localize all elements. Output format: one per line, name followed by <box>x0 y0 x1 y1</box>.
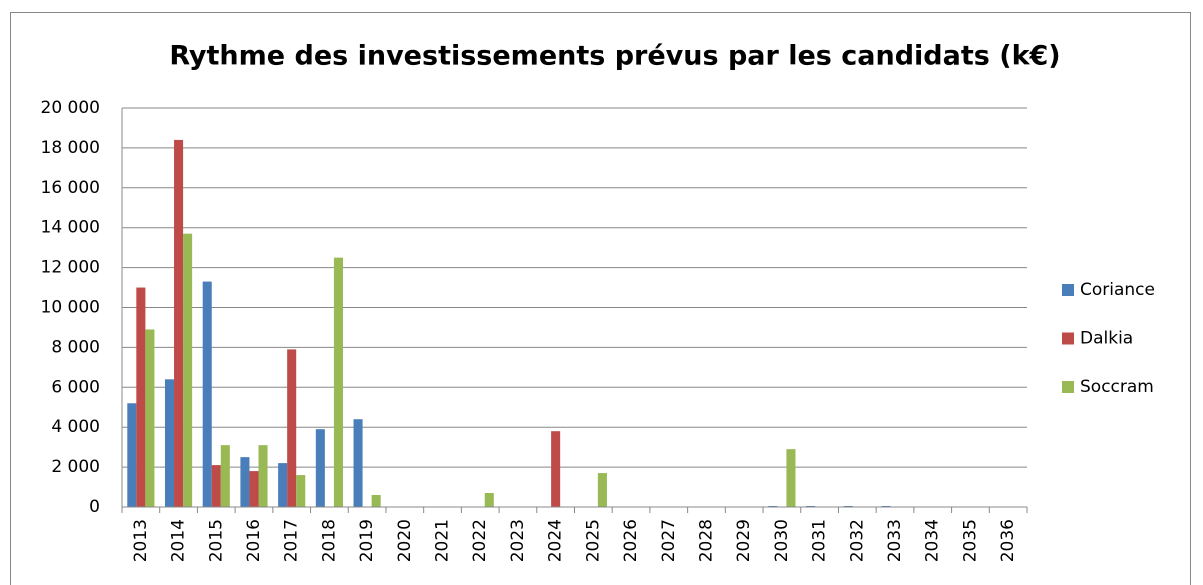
bar <box>220 445 230 507</box>
x-tick-label: 2017 <box>282 519 302 562</box>
y-tick-label: 10 000 <box>41 298 100 318</box>
bar <box>484 493 494 507</box>
bar <box>551 431 561 507</box>
y-tick-label: 0 <box>89 497 100 517</box>
x-tick-label: 2018 <box>319 519 339 562</box>
bar <box>202 281 212 507</box>
y-tick-label: 16 000 <box>41 178 100 198</box>
legend-label: Soccram <box>1080 377 1154 397</box>
x-tick-label: 2021 <box>433 519 453 562</box>
x-tick-label: 2028 <box>696 519 716 562</box>
x-tick-label: 2025 <box>583 519 603 562</box>
x-tick-label: 2030 <box>772 519 792 562</box>
y-tick-label: 2 000 <box>51 457 100 477</box>
bar <box>371 495 381 507</box>
x-tick-label: 2014 <box>169 519 189 562</box>
x-tick-label: 2036 <box>998 519 1018 562</box>
bar <box>127 403 137 507</box>
y-tick-label: 6 000 <box>51 377 100 397</box>
legend-swatch <box>1062 332 1074 345</box>
x-tick-label: 2029 <box>734 519 754 562</box>
legend-swatch <box>1062 284 1074 296</box>
x-tick-label: 2024 <box>546 519 566 562</box>
chart-title: Rythme des investissements prévus par le… <box>169 41 1060 72</box>
bar <box>249 471 259 507</box>
x-tick-label: 2020 <box>395 519 415 562</box>
x-tick-label: 2032 <box>847 519 867 562</box>
y-tick-label: 18 000 <box>41 138 100 158</box>
bar <box>278 463 288 507</box>
y-tick-label: 8 000 <box>51 337 100 357</box>
bar <box>240 457 250 507</box>
y-tick-label: 14 000 <box>41 218 100 238</box>
x-tick-label: 2027 <box>659 519 679 562</box>
bar <box>287 349 297 507</box>
x-tick-label: 2026 <box>621 519 641 562</box>
legend-label: Dalkia <box>1080 329 1133 349</box>
x-tick-label: 2033 <box>885 519 905 562</box>
bar <box>211 465 221 507</box>
bar <box>315 429 325 507</box>
x-tick-label: 2015 <box>206 519 226 562</box>
bar <box>164 379 175 507</box>
x-tick-label: 2034 <box>923 519 943 562</box>
bar <box>296 475 306 507</box>
x-tick-label: 2013 <box>131 519 151 562</box>
legend-swatch <box>1062 381 1074 393</box>
bar <box>353 419 363 507</box>
x-tick-label: 2023 <box>508 519 528 562</box>
y-tick-label: 20 000 <box>41 98 100 118</box>
bar <box>333 257 343 507</box>
x-tick-label: 2022 <box>470 519 490 562</box>
bar <box>183 233 193 507</box>
x-tick-label: 2035 <box>960 519 980 562</box>
x-tick-label: 2031 <box>810 519 830 562</box>
bar <box>258 445 268 507</box>
x-tick-label: 2019 <box>357 519 377 562</box>
y-tick-label: 12 000 <box>41 258 100 278</box>
bar <box>174 139 184 508</box>
x-tick-label: 2016 <box>244 519 264 562</box>
bar <box>145 329 155 507</box>
y-tick-label: 4 000 <box>51 417 100 437</box>
bar <box>136 287 146 507</box>
bar <box>597 473 607 507</box>
legend-label: Coriance <box>1080 280 1155 300</box>
bar <box>786 449 796 507</box>
